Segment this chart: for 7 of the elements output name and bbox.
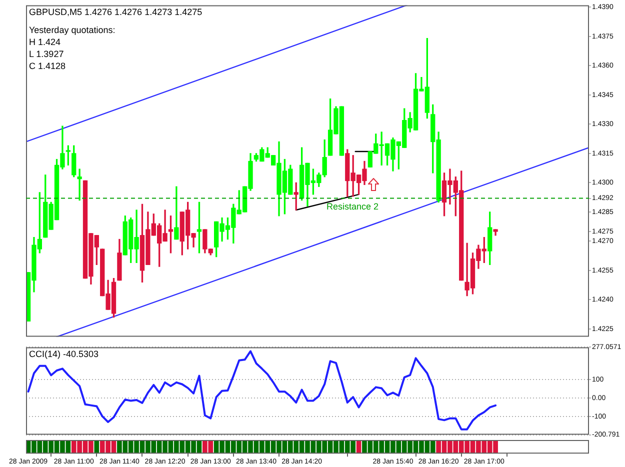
annotation: H 1.424 <box>29 37 61 48</box>
chart-title: GBPUSD,M5 1.4276 1.4276 1.4273 1.4275 <box>29 7 202 18</box>
annotation: Yesterday quotations: <box>29 25 116 36</box>
chart-title: CCI(14) -40.5303 <box>29 349 99 360</box>
annotation: C 1.4128 <box>29 61 66 72</box>
ref-line-label: Resistance 2 <box>326 201 379 212</box>
annotation: L 1.3927 <box>29 49 64 60</box>
